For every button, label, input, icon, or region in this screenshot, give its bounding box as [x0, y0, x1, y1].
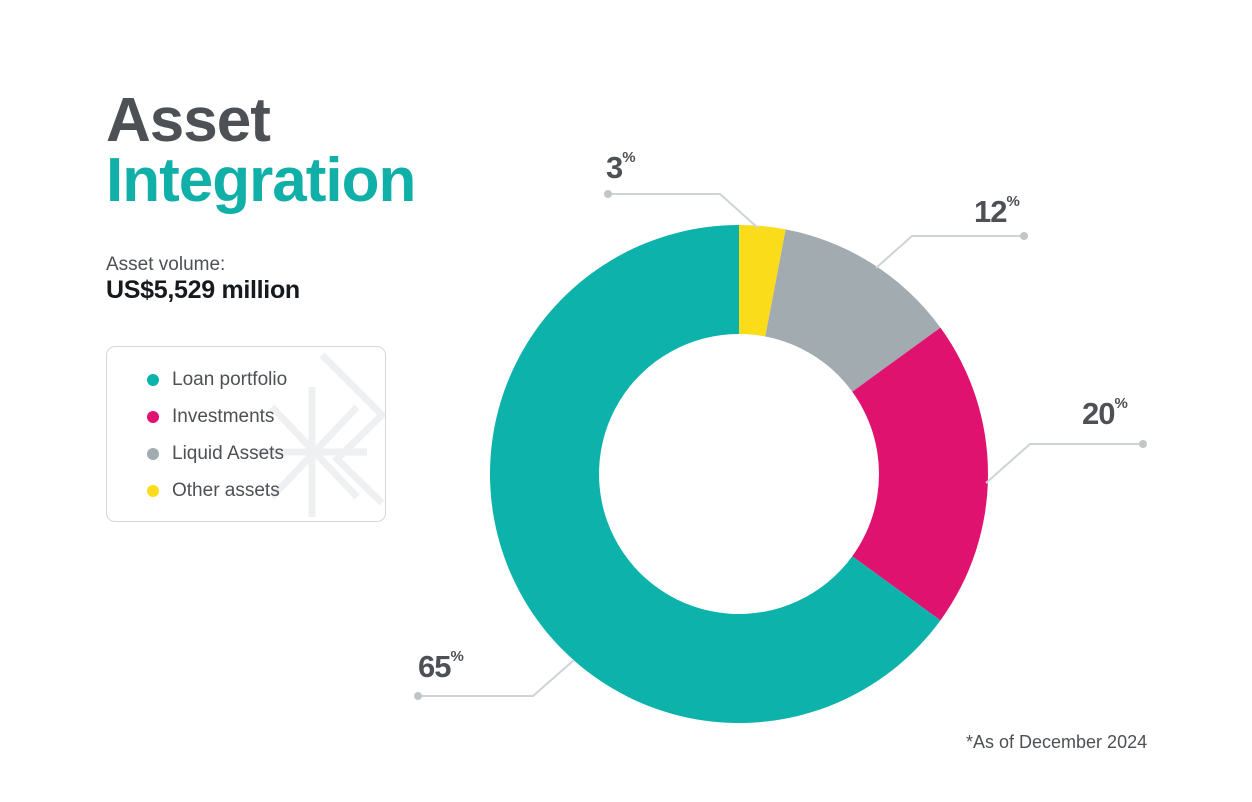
percent-unit: % — [1114, 395, 1128, 412]
donut-slice-liquid-assets — [765, 229, 941, 392]
data-label-loan-portfolio: 65% — [418, 648, 464, 684]
asset-volume-value: US$5,529 million — [106, 276, 300, 304]
legend-item-liquid-assets: Liquid Assets — [147, 442, 284, 466]
leader-dot — [1020, 232, 1028, 240]
legend-label: Other assets — [172, 480, 280, 501]
legend-label: Liquid Assets — [172, 443, 284, 464]
legend-swatch — [147, 411, 159, 423]
legend-label: Loan portfolio — [172, 369, 288, 390]
leader-dot — [1139, 440, 1147, 448]
legend-item-investments: Investments — [147, 405, 274, 429]
data-label-other-assets: 3% — [606, 149, 636, 185]
data-label-value: 65 — [418, 649, 451, 684]
percent-unit: % — [622, 149, 636, 166]
footnote: *As of December 2024 — [966, 732, 1148, 752]
leader-line — [608, 193, 759, 229]
leader-line — [875, 235, 1024, 269]
asset-volume-label: Asset volume: — [106, 254, 226, 275]
title-line-2: Integration — [106, 146, 416, 215]
leader-dot — [604, 190, 612, 198]
donut-slice-investments — [852, 327, 988, 621]
data-label-investments: 20% — [1082, 395, 1128, 431]
donut-slice-other-assets — [739, 225, 786, 337]
legend-swatch — [147, 448, 159, 460]
percent-unit: % — [1006, 193, 1020, 210]
leader-dot — [414, 692, 422, 700]
data-label-value: 12 — [974, 194, 1007, 229]
percent-unit: % — [450, 648, 464, 665]
legend-item-other-assets: Other assets — [147, 479, 280, 503]
leader-line — [985, 443, 1143, 484]
data-label-value: 3 — [606, 150, 623, 185]
legend-item-loan-portfolio: Loan portfolio — [147, 368, 287, 392]
data-label-liquid-assets: 12% — [974, 193, 1020, 229]
legend-label: Investments — [172, 406, 275, 427]
logo-watermark-icon — [257, 352, 385, 517]
title-line-1: Asset — [106, 86, 271, 155]
legend: Loan portfolio Investments Liquid Assets… — [106, 346, 386, 522]
data-label-value: 20 — [1082, 396, 1115, 431]
legend-swatch — [147, 374, 159, 386]
legend-swatch — [147, 485, 159, 497]
donut-slice-loan-portfolio — [489, 224, 941, 723]
leader-line — [418, 659, 575, 697]
